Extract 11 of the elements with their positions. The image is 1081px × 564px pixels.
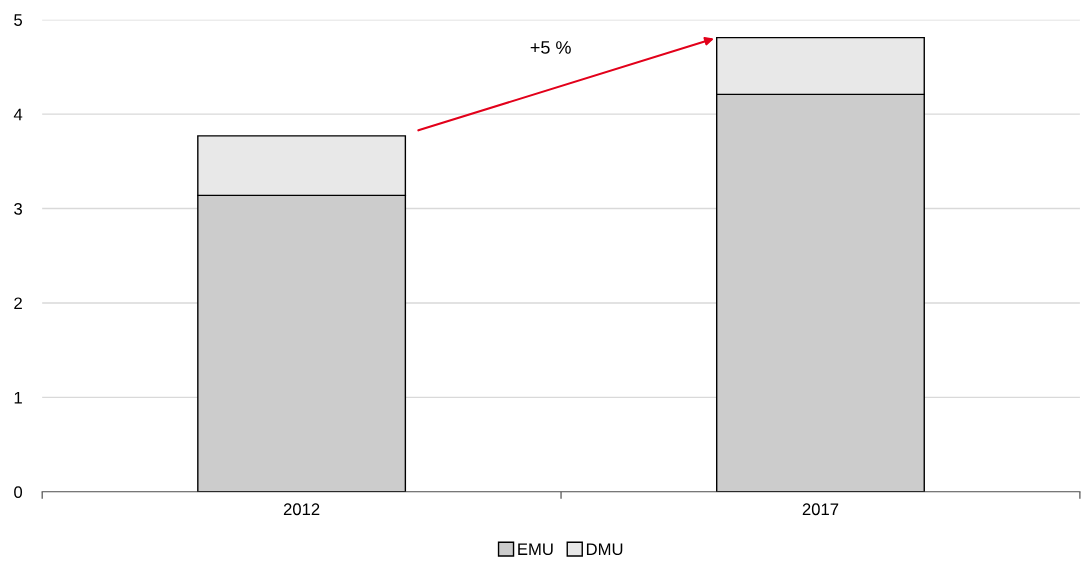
- y-tick-label: 1: [14, 391, 22, 404]
- y-tick-label: 4: [13, 108, 23, 121]
- x-tick-label: 2017: [802, 503, 839, 516]
- y-tick-label: 2: [14, 297, 22, 310]
- legend-label: DMU: [586, 543, 623, 556]
- x-tick-label: 2012: [283, 503, 320, 516]
- y-tick-label: 3: [14, 202, 22, 215]
- y-tick-label: 0: [14, 486, 23, 499]
- y-tick-label: 5: [14, 14, 23, 26]
- legend-label: EMU: [518, 543, 553, 556]
- annotation: +5 %: [530, 41, 571, 54]
